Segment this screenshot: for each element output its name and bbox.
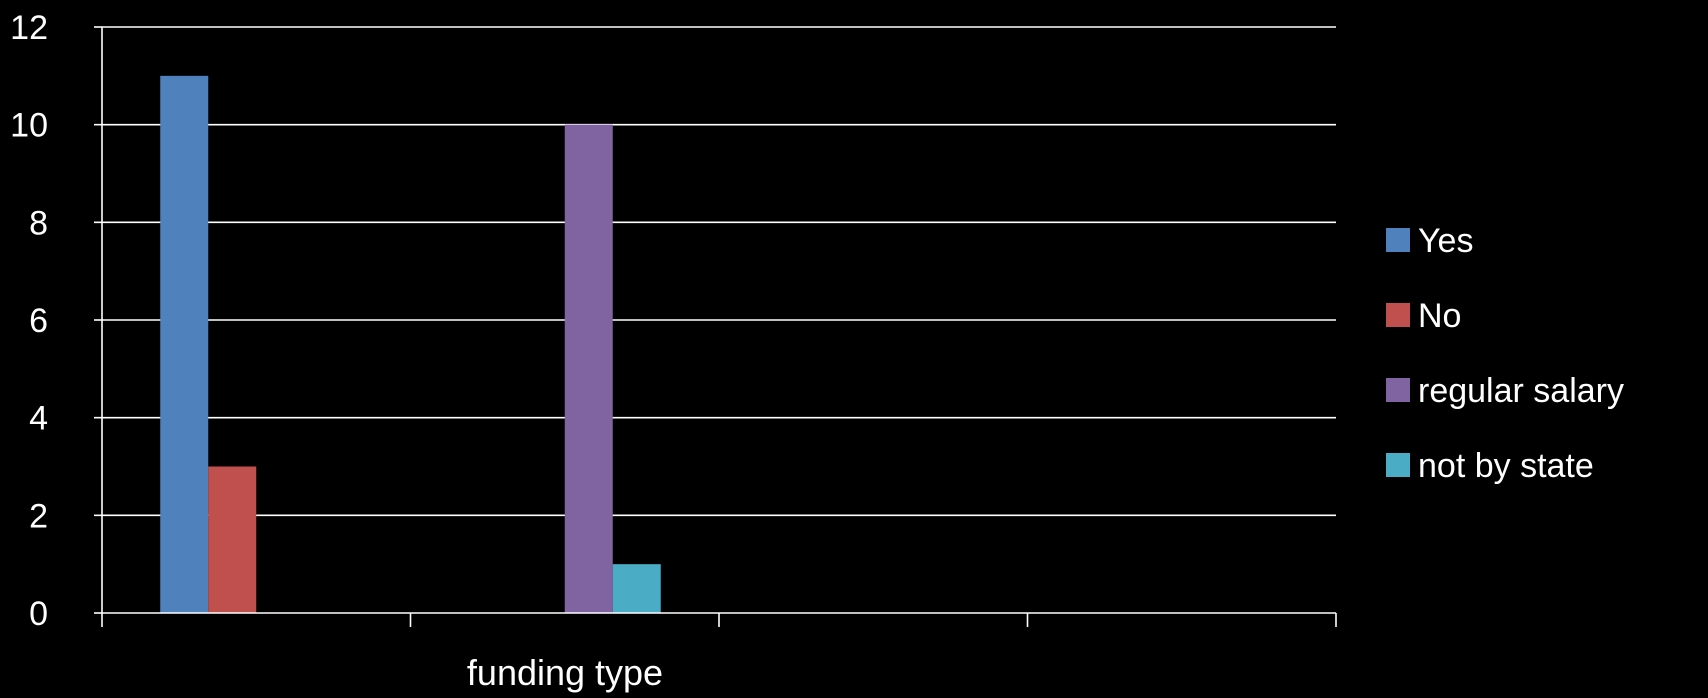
y-tick-label: 8 [29, 204, 48, 242]
bar-not-by-state [612, 564, 661, 613]
bar-regular-salary [564, 124, 613, 614]
legend: Yes No regular salary not by state [1386, 222, 1624, 485]
y-tick-label: 6 [29, 302, 48, 340]
legend-label: Yes [1418, 222, 1473, 260]
bar-yes [160, 75, 209, 614]
bar-no [208, 466, 257, 613]
y-tick-label: 4 [29, 400, 48, 438]
y-tick-label: 2 [29, 497, 48, 535]
y-axis-tick-labels: 0 2 4 6 8 10 12 [10, 9, 48, 633]
gridlines [102, 26, 1336, 517]
legend-label: No [1418, 297, 1461, 335]
bars [160, 75, 661, 614]
x-axis-title: funding type [467, 652, 663, 693]
legend-swatch [1386, 378, 1410, 402]
axes [94, 26, 1337, 627]
y-tick-label: 10 [10, 107, 48, 145]
legend-swatch [1386, 228, 1410, 252]
legend-label: not by state [1418, 447, 1594, 485]
legend-swatch [1386, 303, 1410, 327]
y-tick-label: 0 [29, 595, 48, 633]
legend-label: regular salary [1418, 372, 1624, 410]
y-tick-label: 12 [10, 9, 48, 47]
legend-swatch [1386, 453, 1410, 477]
